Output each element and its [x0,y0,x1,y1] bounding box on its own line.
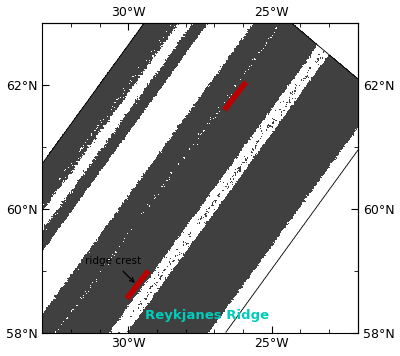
Text: Reykjanes Ridge: Reykjanes Ridge [145,309,269,322]
Text: ridge crest: ridge crest [85,256,141,282]
